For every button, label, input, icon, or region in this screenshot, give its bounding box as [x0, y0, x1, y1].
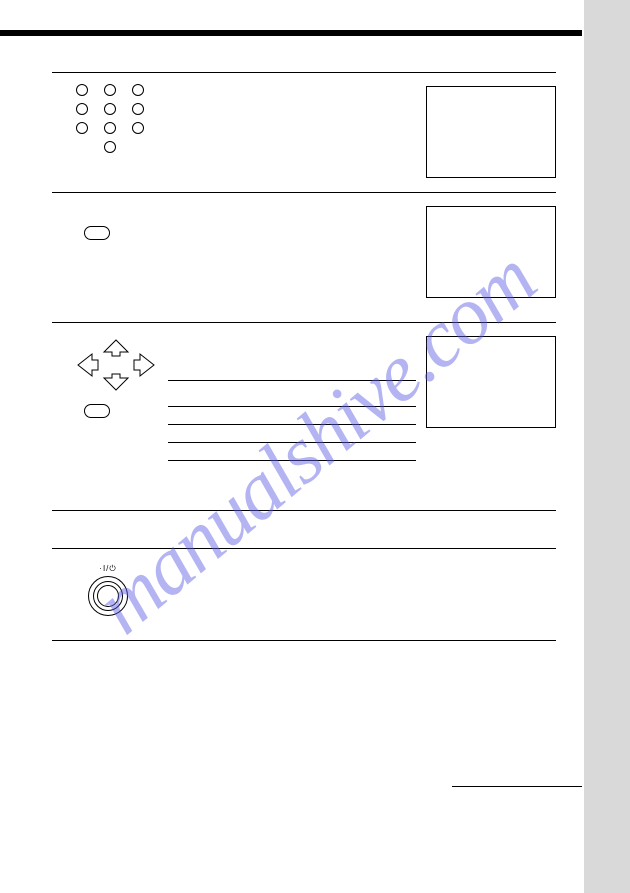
- section-rule: [52, 322, 556, 323]
- top-heavy-rule: [0, 30, 582, 36]
- section-rule: [52, 72, 556, 73]
- footer-rule: [452, 786, 582, 787]
- power-button-icon: ·I/⏻: [88, 576, 128, 616]
- section-rule: [52, 640, 556, 641]
- section-rule: [52, 192, 556, 193]
- page-edge-tab: [584, 0, 630, 893]
- dpad-arrows-icon: [74, 338, 158, 392]
- text-line-placeholder: [168, 380, 416, 381]
- display-panel: [426, 86, 556, 178]
- manual-page: ·I/⏻ manualshive.com: [0, 0, 630, 893]
- text-line-placeholder: [168, 460, 416, 461]
- numeric-keypad-icon: [76, 84, 166, 168]
- section-rule: [52, 510, 556, 511]
- power-label: ·I/⏻: [88, 564, 128, 574]
- text-line-placeholder: [168, 406, 416, 407]
- display-panel: [426, 206, 556, 298]
- display-panel: [426, 336, 556, 428]
- set-button-icon: [84, 226, 110, 240]
- text-line-placeholder: [168, 424, 416, 425]
- section-rule: [52, 548, 556, 549]
- text-line-placeholder: [168, 442, 416, 443]
- set-button-icon: [84, 404, 110, 418]
